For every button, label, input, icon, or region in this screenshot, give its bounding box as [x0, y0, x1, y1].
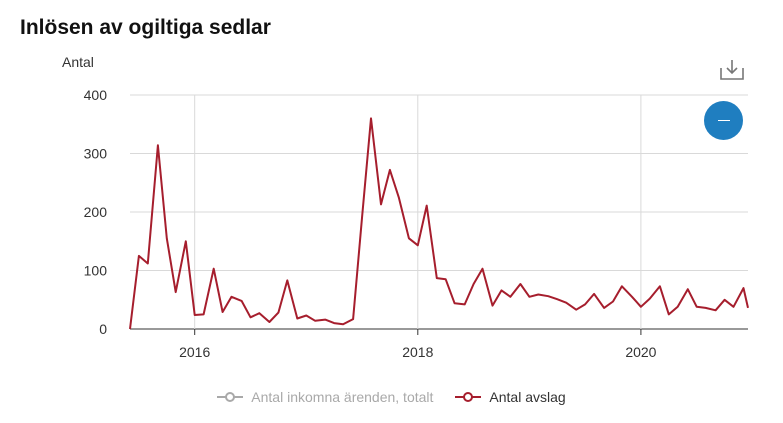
x-tick-label: 2016	[179, 344, 210, 360]
series-line-avslag	[129, 117, 749, 330]
x-tick-label: 2020	[625, 344, 656, 360]
legend-item-avslag[interactable]: Antal avslag	[455, 389, 566, 405]
download-icon[interactable]	[718, 57, 746, 83]
legend-label-inkomna: Antal inkomna ärenden, totalt	[251, 389, 434, 405]
y-axis-label: Antal	[62, 54, 94, 70]
legend-item-inkomna[interactable]: Antal inkomna ärenden, totalt	[217, 389, 433, 405]
y-tick-label: 0	[99, 321, 107, 337]
legend-marker-avslag	[455, 392, 482, 402]
y-tick-label: 400	[84, 87, 108, 103]
axes: 0 100 200 300 400 2016 2018 2020	[84, 87, 657, 360]
y-tick-label: 100	[84, 263, 108, 279]
chart-title: Inlösen av ogiltiga sedlar	[20, 16, 271, 39]
series-layer	[129, 117, 749, 330]
legend: Antal inkomna ärenden, totalt Antal avsl…	[0, 389, 783, 405]
legend-label-avslag: Antal avslag	[489, 389, 566, 405]
x-tick-label: 2018	[402, 344, 433, 360]
minus-icon	[717, 119, 730, 122]
y-tick-label: 300	[84, 146, 108, 162]
y-tick-label: 200	[84, 204, 108, 220]
collapse-button[interactable]	[704, 101, 743, 140]
legend-marker-inkomna	[217, 392, 244, 402]
grid	[130, 94, 748, 330]
